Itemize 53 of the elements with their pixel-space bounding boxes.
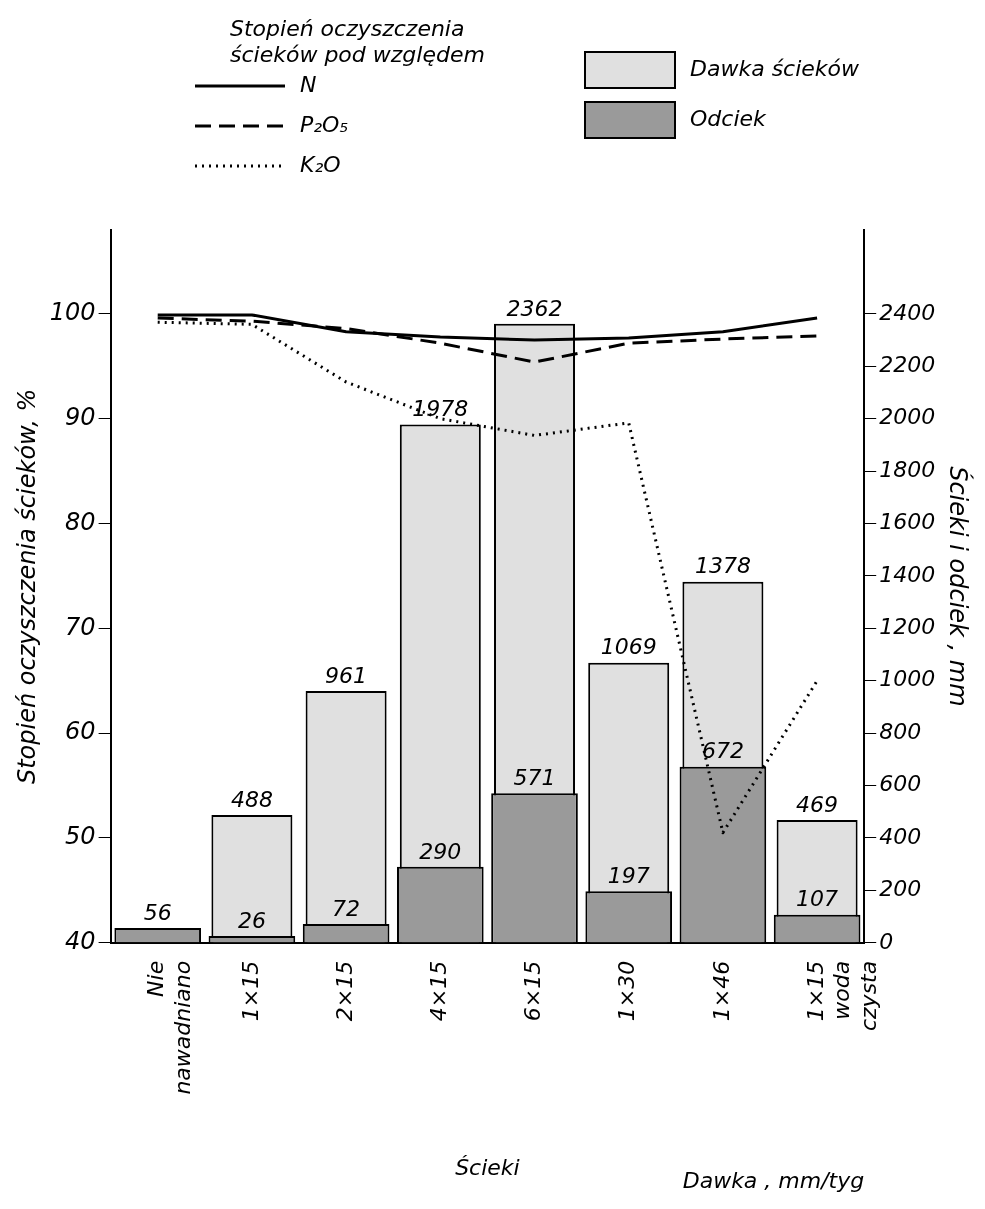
x-tick-label: 1×15 <box>237 960 263 1022</box>
data-label: 571 <box>513 764 556 790</box>
legend-label: K₂O <box>300 151 341 177</box>
text: Ścieki <box>455 1154 520 1180</box>
y2-tick-label: 1600 <box>879 509 936 535</box>
legend-title: Stopień oczyszczenia ścieków pod względem <box>230 15 485 67</box>
y2-tick-label: 1400 <box>879 561 936 587</box>
y2-tick-label: 2200 <box>879 351 936 377</box>
y-tick-label: 60 <box>65 717 96 746</box>
x-tick-label: 2×15 <box>331 960 357 1022</box>
data-label: 1378 <box>694 553 751 579</box>
y2-tick-label: 400 <box>879 823 922 849</box>
y2-tick-label: 600 <box>879 771 922 797</box>
y2-tick-label: 1000 <box>879 666 936 692</box>
data-label: 672 <box>701 738 744 764</box>
legend-label: P₂O₅ <box>300 111 349 137</box>
y2-tick-label: 200 <box>879 876 922 902</box>
data-label: 290 <box>419 838 462 864</box>
legend-label: N <box>300 71 317 97</box>
data-label: 488 <box>230 786 273 812</box>
x-tick-label: Nie nawadniano <box>143 960 195 1095</box>
y2-tick-label: 2000 <box>879 404 936 430</box>
data-label: 469 <box>796 791 839 817</box>
data-label: 72 <box>332 895 361 921</box>
y2-axis-title: Ścieki i odciek , mm <box>944 466 975 707</box>
data-label: 197 <box>607 862 650 888</box>
data-label: 2362 <box>506 295 563 321</box>
y-axis-title: Stopień oczyszczenia ścieków, % <box>12 388 41 785</box>
y-tick-label: 100 <box>49 298 96 327</box>
data-label: 961 <box>325 662 368 688</box>
y2-tick-label: 1200 <box>879 614 936 640</box>
legend-label: Odciek <box>690 105 768 131</box>
y2-tick-label: 2400 <box>879 299 936 325</box>
data-label: 1069 <box>600 634 657 660</box>
x-tick-label: 6×15 <box>520 960 546 1022</box>
x-tick-label: 1×46 <box>708 960 734 1022</box>
legend-label: Dawka ścieków <box>690 55 861 81</box>
y2-tick-label: 800 <box>879 718 922 744</box>
y-tick-label: 90 <box>65 402 96 431</box>
data-label: 26 <box>237 907 266 933</box>
y2-tick-label: 1800 <box>879 456 936 482</box>
y-tick-label: 70 <box>65 612 96 641</box>
x-axis-title: Dawka , mm/tyg <box>682 1167 865 1193</box>
x-tick-label: 4×15 <box>426 960 452 1022</box>
data-label: 107 <box>796 886 839 912</box>
y2-tick-label: 0 <box>879 928 894 954</box>
x-tick-label: 1×30 <box>614 960 640 1022</box>
y-tick-label: 50 <box>65 822 96 851</box>
x-tick-label: 1×15 woda czysta <box>802 960 881 1032</box>
y-tick-label: 80 <box>65 507 96 536</box>
data-label: 56 <box>143 899 172 925</box>
data-label: 1978 <box>412 396 469 422</box>
y-tick-label: 40 <box>65 927 96 956</box>
